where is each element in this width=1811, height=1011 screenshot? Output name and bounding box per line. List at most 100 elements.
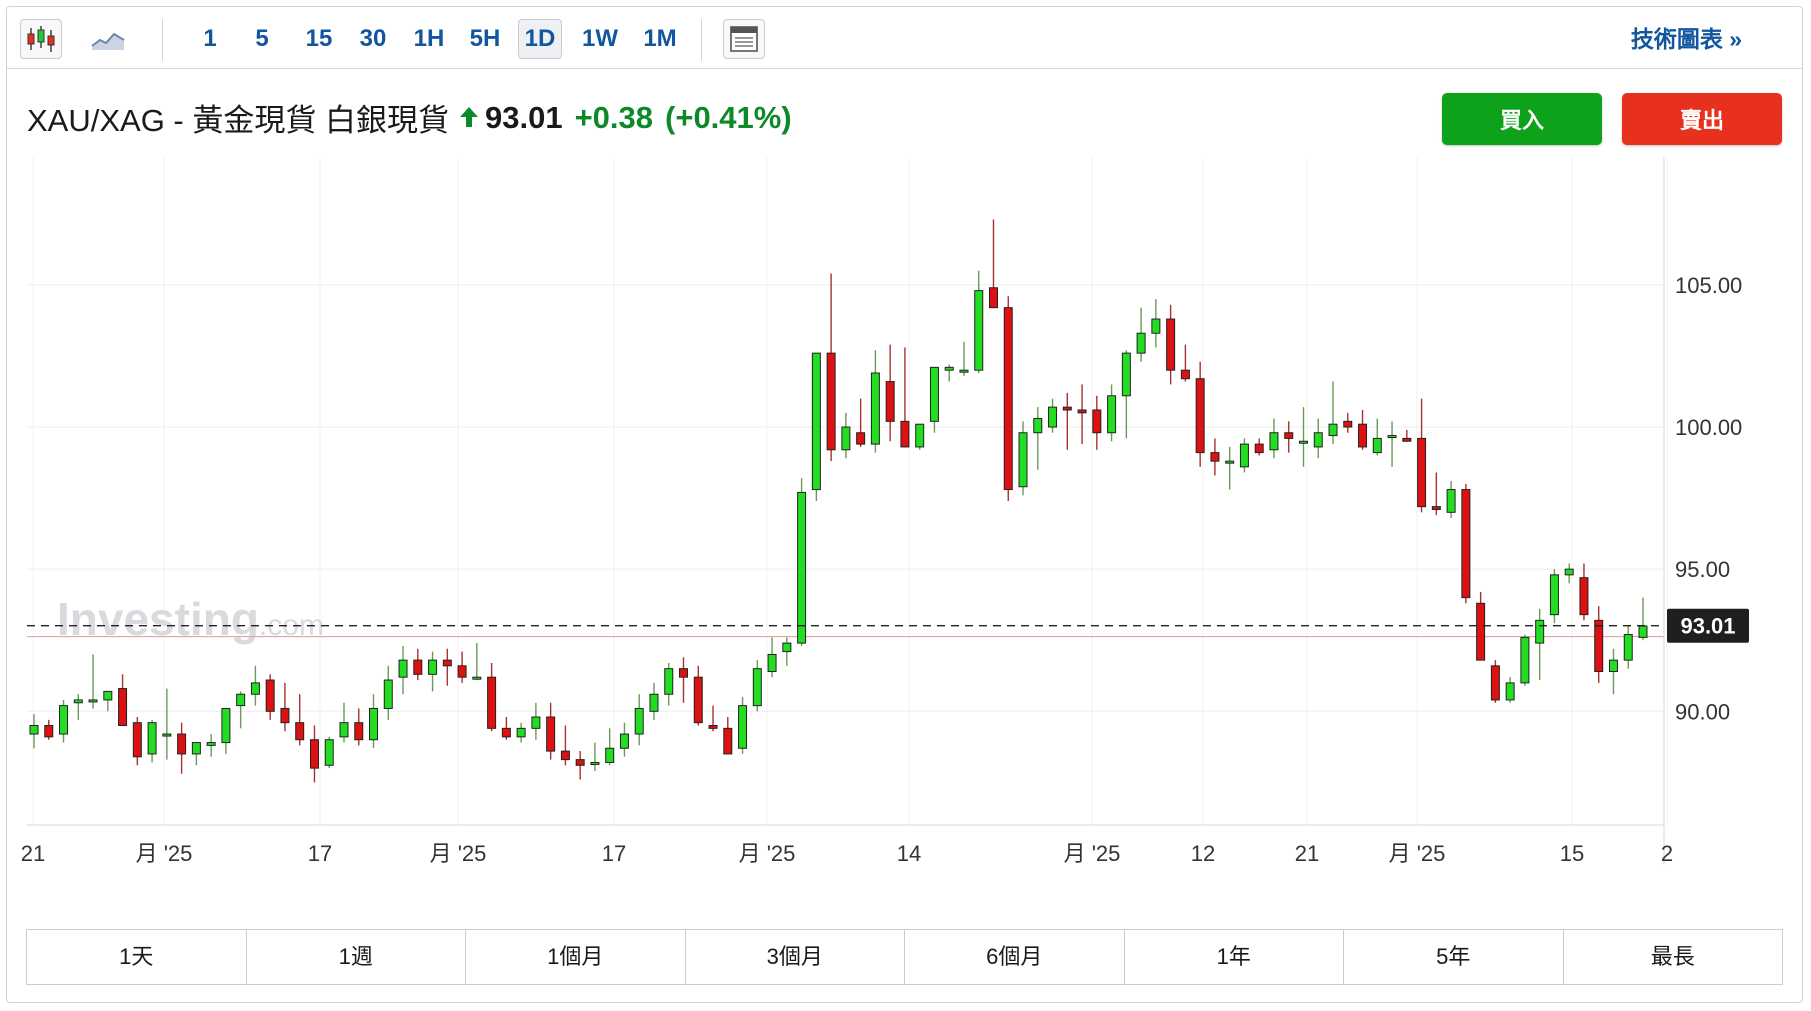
candle[interactable] — [1254, 438, 1264, 456]
candle[interactable] — [442, 648, 452, 686]
range-3m-button[interactable]: 3個月 — [685, 930, 905, 984]
candle[interactable] — [767, 637, 777, 678]
candle[interactable] — [413, 648, 423, 681]
timeframe-30[interactable]: 30 — [359, 25, 387, 52]
range-6m-button[interactable]: 6個月 — [905, 930, 1125, 984]
candle[interactable] — [1107, 384, 1117, 442]
candle[interactable] — [1062, 392, 1072, 450]
line-chart-icon[interactable] — [87, 19, 129, 59]
candle[interactable] — [147, 719, 157, 763]
candle[interactable] — [516, 722, 526, 743]
candle[interactable] — [1298, 407, 1308, 467]
candle[interactable] — [929, 366, 939, 433]
candle[interactable] — [206, 734, 216, 757]
candle[interactable] — [1431, 472, 1441, 516]
candle[interactable] — [103, 690, 113, 712]
candle[interactable] — [708, 705, 718, 732]
candle[interactable] — [649, 682, 659, 720]
candle[interactable] — [560, 725, 570, 766]
candle[interactable] — [44, 719, 54, 740]
candle[interactable] — [634, 694, 644, 746]
range-max-button[interactable]: 最長 — [1563, 930, 1782, 984]
candle[interactable] — [1151, 299, 1161, 348]
candle[interactable] — [59, 699, 69, 743]
candle[interactable] — [738, 697, 748, 754]
candle[interactable] — [531, 702, 541, 740]
buy-button[interactable]: 買入 — [1442, 93, 1602, 145]
candle[interactable] — [132, 716, 142, 766]
candle[interactable] — [900, 347, 910, 448]
range-1d-button[interactable]: 1天 — [27, 930, 247, 984]
candle[interactable] — [959, 341, 969, 376]
candle[interactable] — [752, 660, 762, 712]
candle[interactable] — [870, 350, 880, 453]
candle[interactable] — [309, 725, 319, 783]
candle[interactable] — [590, 742, 600, 771]
candle[interactable] — [575, 751, 585, 780]
timeframe-5h[interactable]: 5H — [469, 25, 501, 52]
timeframe-1[interactable]: 1 — [203, 25, 217, 52]
candle[interactable] — [73, 694, 83, 720]
candle[interactable] — [1579, 563, 1589, 621]
candle[interactable] — [398, 645, 408, 695]
candle[interactable] — [1372, 418, 1382, 456]
candle[interactable] — [383, 665, 393, 720]
candle[interactable] — [457, 651, 467, 683]
candle[interactable] — [354, 708, 364, 746]
candle[interactable] — [1180, 344, 1190, 382]
timeframe-1m[interactable]: 1M — [643, 25, 677, 52]
candle[interactable] — [1048, 398, 1058, 433]
candle[interactable] — [472, 643, 482, 681]
technical-chart-link[interactable]: 技術圖表 » — [1630, 26, 1742, 52]
candle[interactable] — [1269, 418, 1279, 459]
candle[interactable] — [944, 364, 954, 382]
candle[interactable] — [664, 662, 674, 706]
candle[interactable] — [1328, 381, 1338, 445]
candle[interactable] — [974, 270, 984, 374]
candle[interactable] — [487, 662, 497, 732]
candle[interactable] — [1446, 481, 1456, 519]
candle[interactable] — [1092, 395, 1102, 450]
candle[interactable] — [1358, 409, 1368, 450]
candle[interactable] — [250, 665, 260, 706]
candle[interactable] — [1003, 296, 1013, 501]
candle[interactable] — [236, 691, 246, 729]
candle[interactable] — [619, 722, 629, 757]
timeframe-1h[interactable]: 1H — [413, 25, 445, 52]
candle[interactable] — [1225, 446, 1235, 490]
candle[interactable] — [1476, 591, 1486, 661]
candle[interactable] — [29, 714, 39, 749]
candle[interactable] — [191, 742, 201, 766]
candle[interactable] — [797, 478, 807, 646]
candle[interactable] — [1417, 398, 1427, 513]
candle[interactable] — [1210, 438, 1220, 476]
candlestick-icon[interactable] — [20, 19, 62, 59]
candle[interactable] — [1033, 407, 1043, 470]
candle[interactable] — [1343, 412, 1353, 433]
candle[interactable] — [265, 674, 275, 720]
candle[interactable] — [782, 637, 792, 666]
candle[interactable] — [723, 716, 733, 755]
candle[interactable] — [1638, 597, 1648, 641]
candle[interactable] — [1564, 563, 1574, 584]
range-1y-button[interactable]: 1年 — [1124, 930, 1344, 984]
candle[interactable] — [679, 657, 689, 703]
candle[interactable] — [915, 423, 925, 450]
candle[interactable] — [1490, 660, 1500, 703]
candle[interactable] — [546, 702, 556, 760]
candle[interactable] — [1387, 421, 1397, 467]
candle[interactable] — [1505, 677, 1515, 703]
candle[interactable] — [1239, 438, 1249, 473]
candle[interactable] — [841, 412, 851, 459]
candle[interactable] — [1594, 606, 1604, 683]
candle[interactable] — [1195, 361, 1205, 467]
candle[interactable] — [162, 688, 172, 760]
range-1w-button[interactable]: 1週 — [246, 930, 466, 984]
candle[interactable] — [988, 219, 998, 309]
candle[interactable] — [1402, 429, 1412, 442]
candle[interactable] — [1166, 304, 1176, 385]
candle[interactable] — [369, 694, 379, 749]
candle[interactable] — [1313, 418, 1323, 459]
candle[interactable] — [1136, 307, 1146, 362]
candle[interactable] — [1549, 569, 1559, 624]
